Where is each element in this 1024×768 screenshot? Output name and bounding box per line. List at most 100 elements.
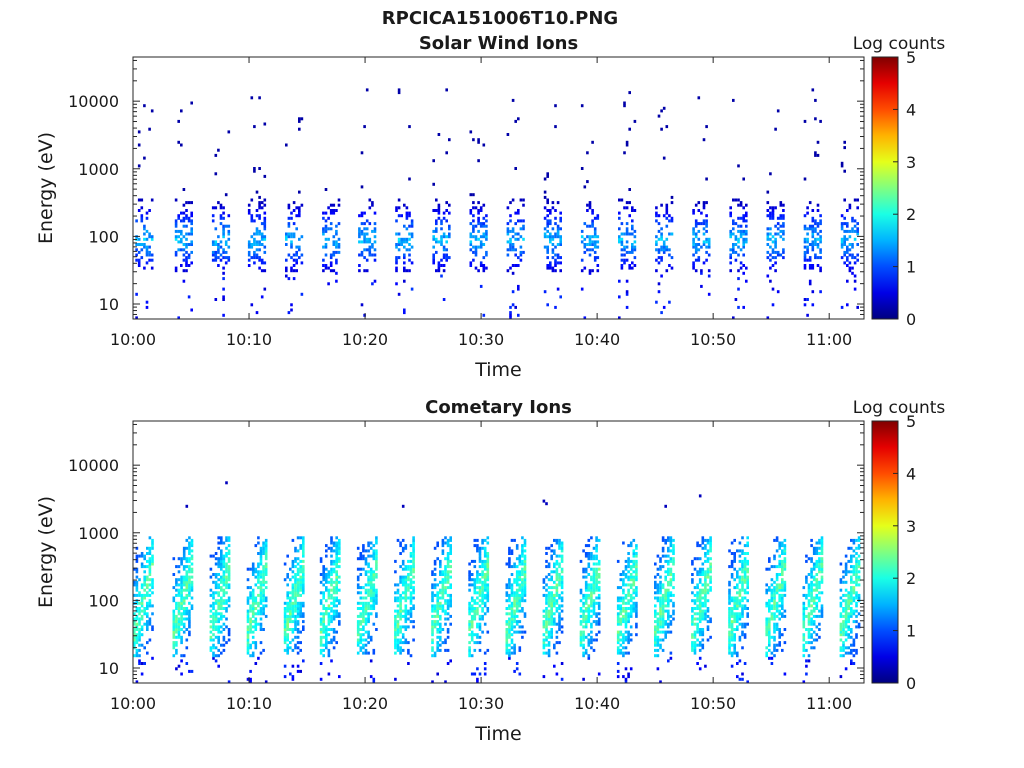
heatmap-cell — [405, 214, 409, 218]
heatmap-cell — [733, 601, 736, 605]
heatmap-cell — [771, 287, 775, 291]
heatmap-cell — [255, 248, 259, 252]
heatmap-cell — [329, 227, 333, 231]
heatmap-cell — [470, 596, 474, 600]
heatmap-cell — [399, 580, 402, 584]
heatmap-cell — [848, 253, 852, 257]
heatmap-cell — [185, 243, 188, 246]
heatmap-cell — [523, 562, 527, 566]
heatmap-cell — [559, 295, 562, 299]
heatmap-cell — [412, 565, 415, 569]
heatmap-cell — [209, 614, 213, 618]
heatmap-cell — [582, 654, 585, 658]
heatmap-cell — [473, 544, 477, 548]
heatmap-cell — [403, 261, 406, 265]
heatmap-cell — [246, 638, 250, 642]
heatmap-cell — [597, 612, 601, 616]
heatmap-cell — [143, 612, 146, 616]
heatmap-cell — [549, 232, 552, 236]
heatmap-cell — [296, 601, 300, 605]
heatmap-cell — [664, 599, 667, 603]
colorbar-tick-label: 4 — [906, 100, 916, 119]
heatmap-cell — [545, 620, 548, 624]
heatmap-cell — [709, 580, 712, 584]
heatmap-cell — [560, 604, 564, 608]
heatmap-cell — [616, 638, 620, 642]
heatmap-cell — [472, 138, 475, 142]
heatmap-cell — [521, 544, 524, 548]
heatmap-cell — [446, 628, 450, 631]
heatmap-cell — [445, 235, 448, 239]
heatmap-cell — [143, 593, 146, 597]
heatmap-cell — [444, 567, 447, 571]
heatmap-cell — [553, 562, 556, 566]
heatmap-cell — [330, 567, 333, 571]
heatmap-cell — [327, 607, 331, 610]
heatmap-cell — [433, 622, 437, 626]
heatmap-cell — [584, 567, 588, 571]
heatmap-cell — [664, 622, 667, 626]
heatmap-cell — [319, 622, 323, 626]
heatmap-cell — [522, 219, 525, 223]
heatmap-cell — [294, 575, 297, 579]
heatmap-cell — [508, 583, 511, 587]
heatmap-cell — [337, 237, 341, 241]
heatmap-cell — [437, 133, 441, 136]
heatmap-cell — [449, 575, 452, 579]
heatmap-cell — [627, 641, 630, 645]
heatmap-cell — [299, 586, 302, 590]
heatmap-cell — [220, 607, 223, 610]
heatmap-cell — [765, 617, 768, 621]
heatmap-cell — [397, 256, 401, 260]
heatmap-cell — [394, 591, 397, 595]
heatmap-cell — [701, 583, 705, 587]
heatmap-cell — [632, 607, 636, 610]
heatmap-cell — [620, 258, 624, 262]
heatmap-cell — [515, 570, 519, 574]
heatmap-cell — [741, 586, 744, 590]
heatmap-cell — [693, 599, 697, 603]
heatmap-cell — [553, 570, 556, 574]
heatmap-cell — [212, 607, 215, 610]
heatmap-cell — [592, 570, 596, 574]
heatmap-cell — [654, 638, 657, 642]
heatmap-cell — [182, 557, 186, 561]
heatmap-cell — [363, 125, 366, 129]
heatmap-cell — [481, 565, 484, 569]
heatmap-cell — [356, 557, 360, 561]
heatmap-cell — [472, 219, 475, 223]
heatmap-cell — [373, 279, 377, 283]
heatmap-cell — [730, 633, 734, 637]
heatmap-cell — [431, 570, 434, 574]
heatmap-cell — [442, 264, 446, 267]
heatmap-cell — [185, 224, 188, 228]
heatmap-cell — [372, 588, 376, 592]
heatmap-cell — [283, 617, 287, 621]
heatmap-cell — [335, 279, 338, 283]
heatmap-cell — [175, 607, 178, 610]
heatmap-cell — [779, 235, 783, 239]
heatmap-cell — [325, 575, 328, 579]
heatmap-cell — [299, 567, 302, 571]
heatmap-cell — [618, 240, 621, 244]
heatmap-cell — [775, 625, 779, 629]
heatmap-cell — [704, 609, 707, 613]
heatmap-cell — [286, 648, 289, 652]
heatmap-cell — [765, 601, 768, 605]
heatmap-cell — [591, 140, 594, 144]
heatmap-cell — [655, 300, 658, 304]
heatmap-cell — [746, 575, 749, 579]
heatmap-cell — [151, 538, 154, 542]
heatmap-cell — [394, 638, 397, 642]
heatmap-cell — [702, 240, 706, 244]
heatmap-cell — [444, 565, 447, 569]
heatmap-cell — [255, 256, 259, 260]
heatmap-cell — [616, 651, 620, 655]
heatmap-cell — [741, 596, 744, 600]
heatmap-cell — [704, 573, 707, 576]
heatmap-cell — [486, 607, 490, 610]
heatmap-cell — [770, 662, 774, 665]
heatmap-cell — [446, 586, 450, 590]
heatmap-cell — [807, 593, 811, 597]
heatmap-cell — [214, 654, 218, 658]
